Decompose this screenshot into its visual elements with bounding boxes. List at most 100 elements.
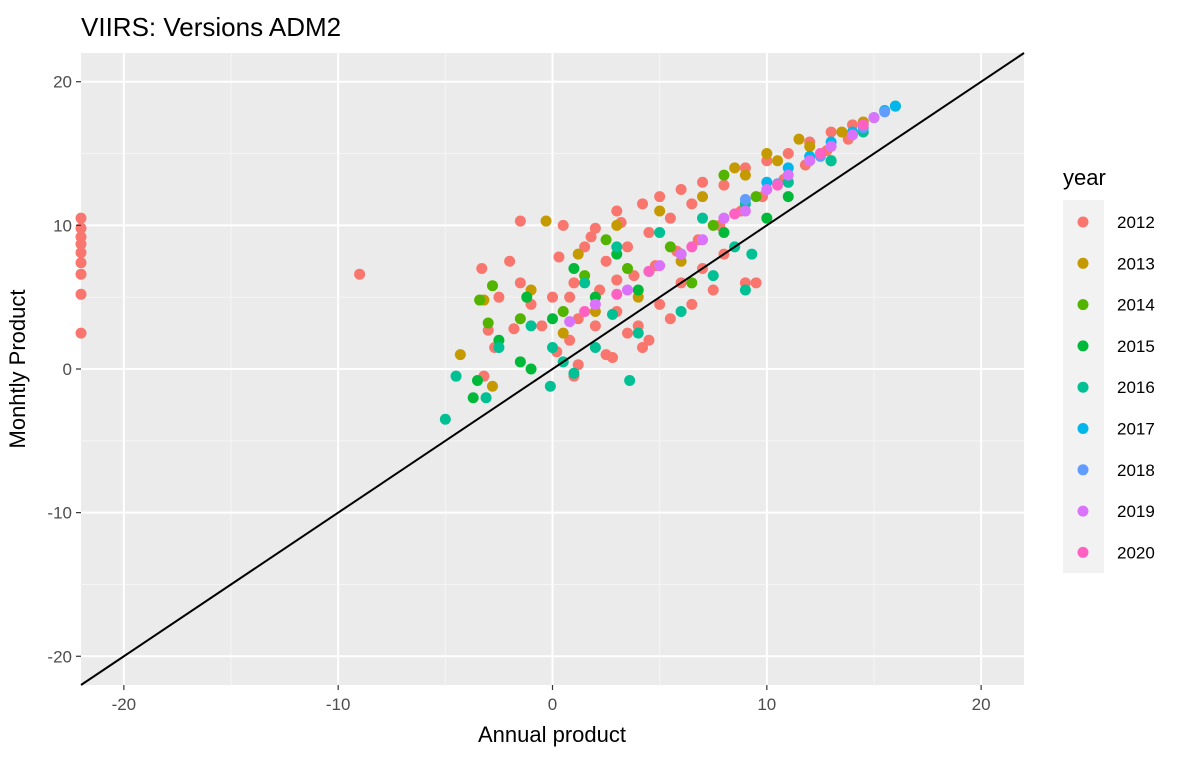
data-point-2019 [739,205,751,217]
legend-key-2020 [1077,546,1089,558]
data-point-2013 [611,219,623,231]
data-point-2012 [718,179,730,191]
data-point-2015 [568,262,580,274]
x-tick-label: -20 [112,695,137,714]
y-axis-label: Monhtly Product [5,290,30,449]
data-point-2015 [718,227,730,239]
legend-key-2014 [1077,299,1089,311]
data-point-2012 [675,183,687,195]
data-point-2015 [467,392,479,404]
data-point-2016 [632,327,644,339]
data-point-2013 [739,169,751,181]
data-point-2019 [564,316,576,328]
data-points [75,100,901,425]
data-point-2015 [547,313,558,325]
data-point-2013 [654,205,666,217]
data-point-2012 [354,268,366,280]
legend-label-2020: 2020 [1117,543,1155,562]
data-point-2013 [772,155,784,167]
legend-key-2017 [1077,423,1089,434]
data-point-2016 [607,308,619,320]
data-point-2020 [772,179,784,191]
x-tick-label: 0 [548,695,557,714]
legend-key-2012 [1077,216,1089,228]
data-point-2013 [836,126,848,138]
data-point-2020 [643,265,655,277]
legend-label-2013: 2013 [1117,254,1155,273]
data-point-2019 [761,183,773,195]
data-point-2013 [761,148,773,160]
data-point-2020 [729,208,741,220]
legend-label-2016: 2016 [1117,378,1155,397]
data-point-2012 [782,148,794,160]
data-point-2019 [868,112,880,124]
y-tick-label: -10 [47,504,72,523]
legend-label-2018: 2018 [1117,461,1155,480]
data-point-2013 [486,380,498,392]
data-point-2012 [628,270,640,282]
y-axis: -20 -10 0 10 20 [47,73,81,666]
data-point-2012 [697,176,709,188]
data-point-2012 [643,334,655,346]
data-point-2012 [553,251,565,263]
data-point-2012 [572,359,584,371]
data-point-2013 [804,140,816,152]
data-point-2012 [589,320,601,332]
data-point-2019 [622,284,634,296]
data-point-2012 [508,323,520,335]
legend-label-2015: 2015 [1117,337,1155,356]
data-point-2012 [664,212,676,224]
legend: year 2012 2013 2014 2015 2016 2017 2018 2019 202… [1063,165,1155,573]
data-point-2012 [547,291,558,303]
data-point-2013 [729,162,741,174]
data-point-2017 [889,100,901,112]
data-point-2012 [572,313,584,325]
data-point-2019 [675,248,687,260]
data-point-2014 [482,317,494,329]
data-point-2019 [825,140,837,152]
data-point-2016 [450,370,462,382]
data-point-2013 [572,248,584,260]
data-point-2019 [654,260,666,272]
data-point-2014 [600,234,612,246]
data-point-2012 [589,222,601,234]
y-tick-label: 20 [53,73,72,92]
data-point-2014 [514,313,526,325]
data-point-2012 [637,341,649,353]
data-point-2012 [707,284,719,296]
data-point-2014 [707,219,719,231]
data-point-2012 [686,198,698,210]
data-point-2013 [793,133,805,145]
data-point-2016 [697,212,709,224]
data-point-2016 [654,227,666,239]
data-point-2012 [637,198,649,210]
data-point-2016 [579,277,591,289]
data-point-2012 [585,231,597,243]
data-point-2012 [514,215,526,227]
data-point-2014 [664,241,676,253]
y-tick-label: 0 [63,360,72,379]
data-point-2012 [643,227,655,239]
data-point-2020 [857,119,869,131]
legend-key-2013 [1077,257,1089,269]
data-point-2016 [439,413,451,425]
data-point-2015 [471,374,483,386]
data-point-2013 [454,349,466,361]
data-point-2019 [804,155,816,167]
data-point-2012 [536,320,548,332]
data-point-2016 [707,270,719,282]
data-point-2019 [697,234,709,246]
data-point-2015 [525,363,537,375]
data-point-2012 [579,241,591,253]
data-point-2012 [611,205,623,217]
data-point-2016 [547,341,558,353]
data-point-2016 [675,306,687,318]
data-point-2012 [611,274,623,286]
data-point-2012 [564,291,576,303]
data-point-2016 [525,320,537,332]
data-point-2012 [600,255,612,267]
data-point-2015 [782,191,794,203]
data-point-2014 [750,191,762,203]
data-point-2019 [718,212,730,224]
data-point-2013 [540,215,552,227]
